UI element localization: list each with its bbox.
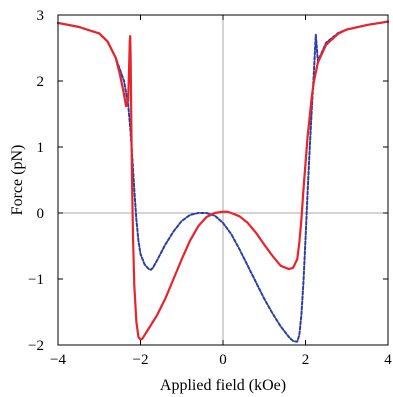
- y-tick-label: −2: [28, 338, 44, 354]
- x-axis-label: Applied field (kOe): [160, 377, 286, 394]
- zero-lines: [58, 15, 388, 345]
- y-tick-label: −1: [28, 272, 44, 288]
- y-tick-label: 2: [37, 74, 45, 90]
- tick-labels: −4 −2 0 2 4 −2 −1 0 1 2 3: [28, 8, 392, 368]
- y-tick-label: 3: [37, 8, 45, 24]
- y-tick-label: 0: [37, 206, 45, 222]
- solid-series-line: [56, 20, 390, 341]
- x-tick-label: 0: [219, 352, 227, 368]
- x-tick-label: 4: [384, 352, 392, 368]
- y-tick-label: 1: [37, 140, 45, 156]
- x-tick-label: 2: [302, 352, 310, 368]
- x-tick-label: −4: [50, 352, 66, 368]
- series-layer: [56, 20, 390, 343]
- x-tick-label: −2: [133, 352, 149, 368]
- axis-ticks: [57, 14, 389, 346]
- y-axis-label: Force (pN): [9, 145, 26, 216]
